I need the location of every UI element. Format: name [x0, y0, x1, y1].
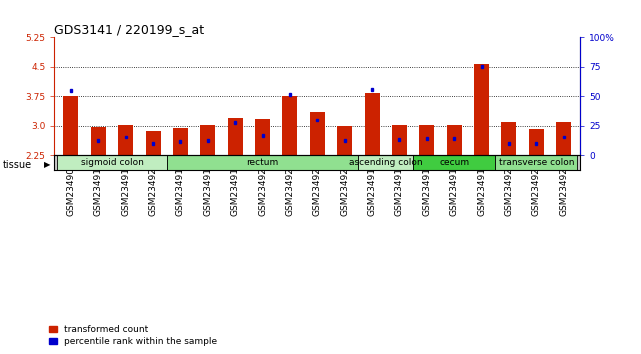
Bar	[399, 138, 401, 141]
Bar	[371, 88, 373, 91]
Bar	[200, 125, 215, 155]
Bar	[91, 127, 106, 155]
Bar	[152, 142, 154, 145]
Bar	[501, 122, 517, 155]
Bar	[207, 139, 209, 142]
Bar	[146, 131, 160, 155]
Bar	[563, 136, 565, 138]
Bar	[173, 128, 188, 155]
Bar	[255, 119, 270, 155]
Bar	[310, 112, 325, 155]
Text: GDS3141 / 220199_s_at: GDS3141 / 220199_s_at	[54, 23, 204, 36]
Bar	[125, 136, 127, 138]
Bar	[337, 126, 352, 155]
Bar	[392, 125, 407, 155]
Legend: transformed count, percentile rank within the sample: transformed count, percentile rank withi…	[49, 325, 217, 346]
Bar	[344, 139, 345, 142]
Bar	[481, 65, 483, 68]
Text: sigmoid colon: sigmoid colon	[81, 158, 144, 167]
Bar	[529, 129, 544, 155]
Bar	[57, 155, 167, 170]
Bar	[556, 122, 571, 155]
Bar	[228, 118, 243, 155]
Bar	[453, 137, 455, 140]
Bar	[474, 64, 489, 155]
Text: transverse colon: transverse colon	[499, 158, 574, 167]
Bar	[413, 155, 495, 170]
Bar	[535, 142, 537, 145]
Bar	[262, 135, 263, 137]
Bar	[426, 137, 428, 140]
Text: tissue: tissue	[3, 160, 32, 170]
Bar	[495, 155, 578, 170]
Text: ascending colon: ascending colon	[349, 158, 422, 167]
Bar	[63, 96, 78, 155]
Text: cecum: cecum	[439, 158, 469, 167]
Bar	[365, 93, 379, 155]
Bar	[167, 155, 358, 170]
Bar	[289, 93, 291, 96]
Bar	[97, 139, 99, 142]
Bar	[419, 125, 435, 155]
Bar	[358, 155, 413, 170]
Bar	[179, 140, 181, 143]
Bar	[70, 89, 72, 92]
Bar	[283, 96, 297, 155]
Bar	[118, 125, 133, 155]
Text: ▶: ▶	[44, 160, 50, 169]
Bar	[317, 119, 318, 121]
Bar	[447, 125, 462, 155]
Bar	[508, 142, 510, 145]
Bar	[234, 121, 236, 124]
Text: rectum: rectum	[246, 158, 279, 167]
